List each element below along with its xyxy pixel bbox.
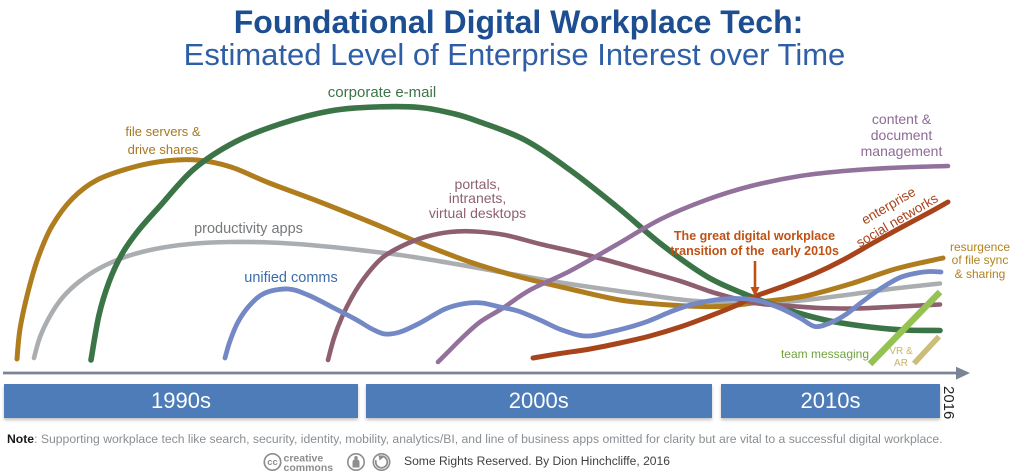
- svg-text:commons: commons: [284, 462, 334, 474]
- svg-text:cc: cc: [267, 457, 278, 468]
- svg-text:creative: creative: [284, 453, 324, 465]
